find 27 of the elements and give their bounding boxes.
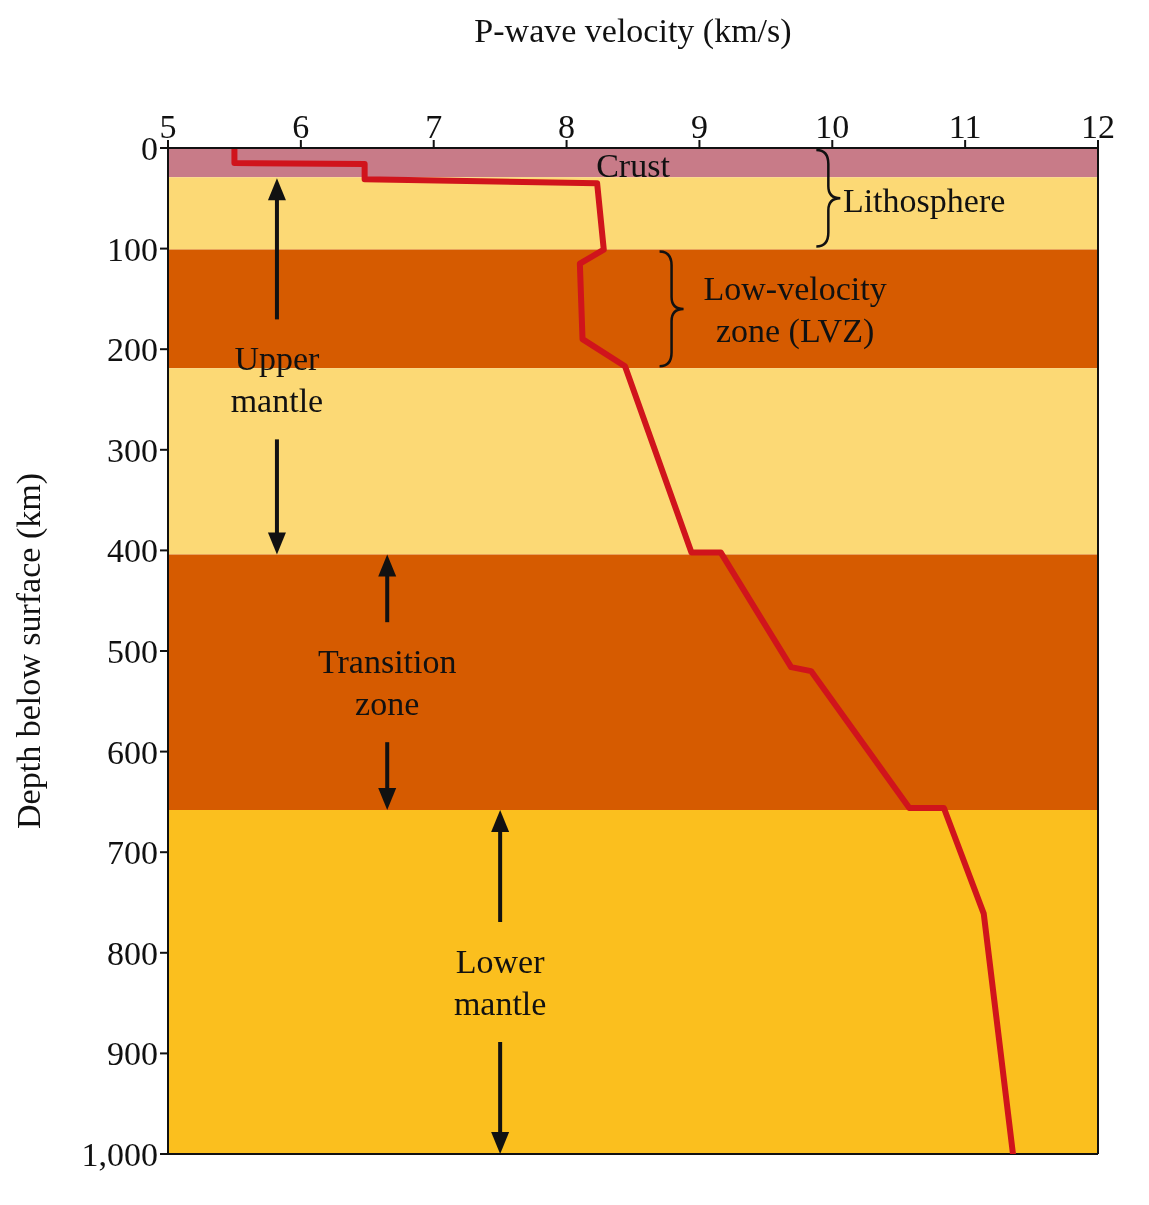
band-label: Low-velocity zone (LVZ) xyxy=(703,269,887,350)
y-tick-label: 700 xyxy=(107,834,158,872)
band-label: Crust xyxy=(596,146,671,184)
y-tick-label: 500 xyxy=(107,633,158,671)
x-tick-label: 8 xyxy=(558,108,576,145)
y-axis-title: Depth below surface (km) xyxy=(10,473,49,829)
y-tick-label: 100 xyxy=(107,230,158,268)
x-tick-label: 5 xyxy=(159,108,177,145)
x-tick-label: 6 xyxy=(292,108,310,145)
y-tick-label: 1,000 xyxy=(81,1136,158,1174)
x-tick-label: 9 xyxy=(690,108,708,145)
y-tick-label: 300 xyxy=(107,431,158,469)
x-tick-label: 10 xyxy=(815,108,850,145)
y-tick-label: 600 xyxy=(107,733,158,771)
x-tick-label: 11 xyxy=(948,108,982,145)
y-tick-label: 200 xyxy=(107,331,158,369)
y-tick-label: 900 xyxy=(107,1035,158,1073)
x-tick-label: 12 xyxy=(1081,108,1115,145)
y-tick-label: 400 xyxy=(107,532,158,570)
y-tick-label: 0 xyxy=(141,130,158,168)
band-label: Transition zone xyxy=(317,642,457,722)
band-label: Lower mantle xyxy=(453,942,547,1022)
x-tick-label: 7 xyxy=(425,108,443,145)
annotation: Lithosphere xyxy=(842,181,1006,219)
annotation: Upper mantle xyxy=(230,339,324,419)
y-tick-label: 800 xyxy=(107,934,158,972)
x-axis-title: P-wave velocity (km/s) xyxy=(474,12,792,51)
